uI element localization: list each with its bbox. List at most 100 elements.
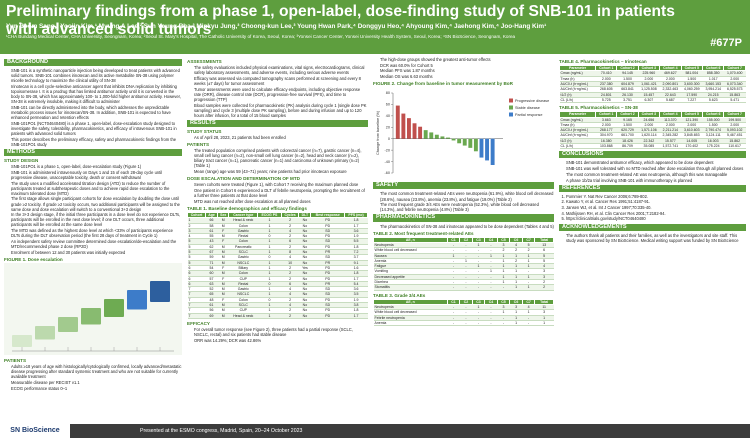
cell: Colon	[228, 270, 258, 277]
cell: M	[217, 254, 229, 261]
cell: AUCinf (h·ng/mL)	[559, 132, 596, 139]
cell: 1	[447, 253, 460, 259]
bullets: The pharmacokinetics of SN-38 and irinot…	[373, 224, 554, 229]
cell: 86.709	[616, 143, 639, 150]
cell: F	[217, 265, 229, 272]
cell: -	[459, 284, 473, 291]
cell: SD	[310, 286, 345, 293]
cell: 4	[281, 302, 299, 309]
cell: 17.590	[681, 92, 703, 98]
row: Diarrhea - - - -1 1-2	[373, 279, 554, 286]
cell: 6,525.573	[723, 86, 746, 93]
cell: 1	[509, 320, 523, 327]
cell: 5.471	[723, 97, 746, 104]
row: Anemia - - - - -1-1	[373, 320, 554, 327]
bar	[473, 138, 478, 152]
cell: 1	[509, 309, 523, 316]
bullet: In the 3+3 design stage, if the initial …	[11, 212, 182, 227]
cell: 22.643	[659, 92, 682, 98]
bullet: The study uses a modified accelerated ti…	[11, 181, 182, 196]
cell: 1	[522, 253, 535, 259]
cell: 225.960	[638, 70, 660, 77]
cell: 2	[497, 247, 510, 254]
row: 5 62 M Pancreatic 1 2 No PD 1.8	[187, 244, 368, 251]
cell: 35.085	[638, 143, 660, 150]
cell: 2,090.801	[659, 81, 682, 88]
cell: 1.9	[344, 233, 368, 240]
header-cell: Total	[534, 236, 554, 244]
row: 2 58 M Colon 1 2 No PD 1.7	[187, 223, 368, 229]
cell: 6	[534, 247, 554, 254]
cell: 5	[187, 238, 206, 245]
cell: Pancreatic	[228, 244, 258, 251]
cell: 1	[509, 315, 523, 321]
cell: 1.9	[344, 297, 368, 304]
bullet: The most common treatment-related AEs we…	[380, 191, 554, 201]
y-tick-label: -20	[385, 149, 391, 153]
cell: 6	[187, 270, 206, 277]
cell: 1	[257, 313, 282, 319]
cell: 1	[257, 244, 282, 251]
cell: No	[298, 313, 311, 319]
y-tick-label: 80	[386, 91, 390, 95]
cell: 2.000	[659, 76, 682, 83]
cell: 2	[281, 307, 299, 314]
cell: 604.879	[616, 81, 639, 88]
header-row: AE, n C1 C2 C3 C4 C5 C6 C7 Total	[373, 236, 554, 244]
cell: 2	[509, 247, 523, 254]
cell: 9.1	[344, 260, 368, 266]
cell: 1.8	[344, 307, 368, 314]
cell: t1/2 (h)	[559, 138, 596, 145]
cell: NSCLC	[228, 291, 258, 298]
cell: AUCinf (h·ng/mL)	[559, 86, 596, 93]
subheading: PATIENTS	[187, 142, 210, 148]
cell: 5,093.102	[723, 127, 746, 134]
cell: 4	[187, 233, 206, 240]
cell: 1.017	[702, 76, 724, 83]
cell: No	[298, 217, 311, 224]
cell: 54	[205, 265, 218, 272]
cell: -	[522, 268, 535, 275]
cell: 1	[497, 263, 510, 270]
header-cell: AE, n	[373, 236, 448, 244]
cell: 1,571.106	[638, 127, 660, 134]
cell: 3	[534, 309, 554, 316]
cell: SD	[310, 238, 345, 245]
bullet: DCR was 60.0% for Cohort 5	[380, 63, 554, 68]
section-heading: SAFETY	[373, 182, 554, 190]
cell: 1	[257, 270, 282, 277]
row: 6 60 M Colon 1 2 No PD 1.8	[187, 270, 368, 277]
subheading: STUDY STATUS	[187, 128, 222, 134]
cell: 3	[509, 304, 523, 311]
bullets: The treated population comprised patient…	[187, 148, 368, 174]
bullet: Adults ≥18 years of age with histologica…	[11, 364, 182, 379]
cell: No	[298, 233, 311, 240]
y-tick-label: 0	[388, 137, 390, 141]
cell: 2.000	[659, 122, 682, 129]
cell: 1	[522, 258, 535, 265]
reference: Pommier Y. Nat Rev Cancer 2006;6:789-802…	[566, 194, 746, 199]
header-cell: Cohort 7	[723, 65, 746, 72]
cell: 4,060.259	[681, 86, 703, 93]
y-tick-label: -40	[385, 160, 391, 164]
bullet: The most common treatment-related AE was…	[566, 172, 746, 177]
cell: 2	[534, 279, 554, 286]
cell: 199.500	[723, 117, 746, 123]
cell: 3,845.653	[681, 132, 703, 139]
cell: -	[459, 315, 473, 321]
cell: 2	[509, 258, 523, 265]
cell: F	[217, 297, 229, 304]
cell: 170.402	[681, 143, 703, 150]
cell: 1	[472, 304, 485, 311]
bullet: One patient in Cohort 6 experienced a DL…	[194, 188, 368, 198]
cell: -	[472, 274, 485, 281]
row: 5 59 M Gastric 0 4 No SD 3.7	[187, 254, 368, 261]
bullet: This poster describes the preliminary ef…	[11, 137, 182, 147]
reference: Jansen WJ, et al. Int J Cancer 1997;70:3…	[566, 205, 746, 210]
cell: 18.426	[616, 138, 639, 145]
cell: M	[217, 260, 229, 266]
cell: 71	[205, 260, 218, 266]
cell: -	[472, 253, 485, 259]
cell: 1.7	[344, 276, 368, 282]
cell: 581.004	[681, 70, 703, 77]
